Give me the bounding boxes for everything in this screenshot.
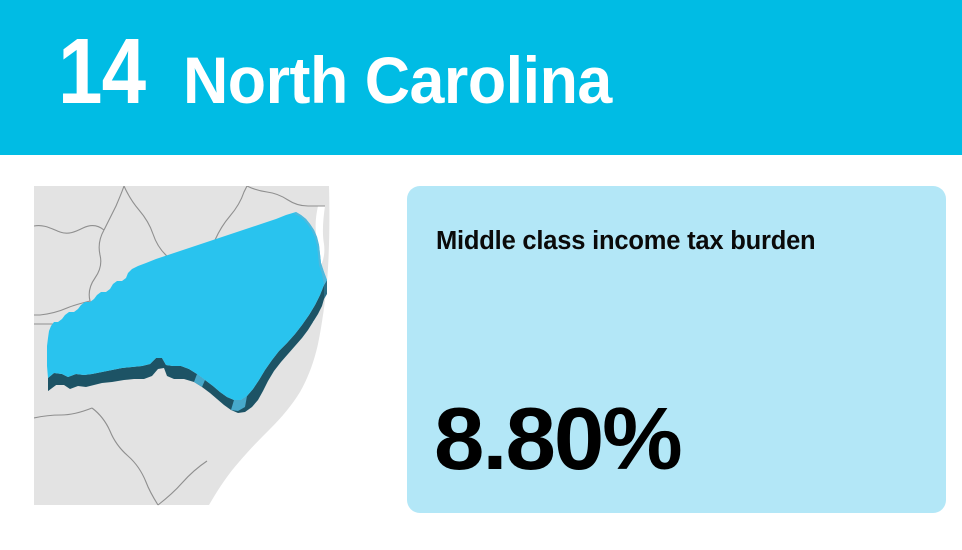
page-title: North Carolina bbox=[183, 43, 613, 117]
state-extrusion bbox=[48, 280, 327, 413]
rank-number: 14 bbox=[58, 19, 146, 123]
stat-label: Middle class income tax burden bbox=[436, 227, 816, 255]
state-map bbox=[34, 186, 345, 506]
stat-value: 8.80% bbox=[434, 389, 683, 488]
map-svg bbox=[34, 186, 345, 506]
header-band: 14 North Carolina bbox=[0, 0, 962, 155]
stat-card: Middle class income tax burden 8.80% bbox=[407, 186, 946, 513]
highlighted-state-north-carolina[interactable] bbox=[47, 212, 327, 411]
header-title-group: 14 North Carolina bbox=[58, 19, 635, 123]
